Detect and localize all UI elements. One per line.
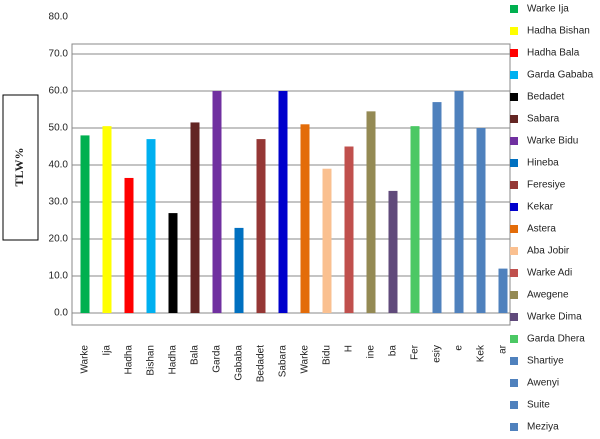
x-tick-label: Sabara bbox=[278, 345, 289, 378]
x-tick-label: Bedadet bbox=[256, 345, 267, 382]
bar bbox=[300, 124, 310, 313]
legend-swatch bbox=[510, 115, 518, 123]
legend-label: Awegene bbox=[527, 290, 569, 301]
x-tick-label: Bishan bbox=[146, 345, 157, 376]
x-tick-label: Bala bbox=[190, 345, 201, 365]
x-tick-label: H bbox=[344, 345, 355, 352]
x-tick-label: Bidu bbox=[322, 345, 333, 365]
bar bbox=[476, 128, 486, 313]
x-tick-label: esiy bbox=[432, 345, 443, 363]
bar bbox=[498, 268, 508, 313]
bar bbox=[388, 190, 398, 313]
legend-swatch bbox=[510, 49, 518, 57]
y-label-box bbox=[2, 94, 39, 241]
y-tick-label: 10.0 bbox=[49, 271, 69, 282]
legend-label: Warke Dima bbox=[527, 312, 582, 323]
bar bbox=[366, 111, 376, 313]
x-tick-label: ar bbox=[498, 344, 509, 354]
legend-swatch bbox=[510, 247, 518, 255]
bar bbox=[278, 91, 288, 313]
y-tick-label: 60.0 bbox=[49, 86, 69, 97]
legend-label: Warke Adi bbox=[527, 268, 572, 279]
legend-label: Warke Bidu bbox=[527, 136, 578, 147]
x-tick-label: Hadha bbox=[124, 345, 135, 375]
y-tick-label: 70.0 bbox=[49, 49, 69, 60]
legend-label: Hadha Bishan bbox=[527, 26, 590, 37]
legend-swatch bbox=[510, 379, 518, 387]
bar bbox=[256, 139, 266, 313]
legend-swatch bbox=[510, 181, 518, 189]
legend-swatch bbox=[510, 159, 518, 167]
legend-label: Meziya bbox=[527, 422, 559, 433]
legend-label: Kekar bbox=[527, 202, 554, 213]
y-axis-label: TLW% bbox=[12, 148, 26, 187]
legend-label: Hadha Bala bbox=[527, 48, 580, 59]
legend-swatch bbox=[510, 269, 518, 277]
bar bbox=[146, 139, 156, 313]
bar bbox=[410, 126, 420, 314]
legend-swatch bbox=[510, 401, 518, 409]
y-tick-label: 80.0 bbox=[49, 12, 69, 23]
x-tick-label: Ija bbox=[102, 345, 113, 356]
legend-swatch bbox=[510, 137, 518, 145]
legend-label: Shartiye bbox=[527, 356, 564, 367]
x-tick-label: Hadha bbox=[168, 345, 179, 375]
legend-swatch bbox=[510, 423, 518, 431]
y-tick-label: 30.0 bbox=[49, 197, 69, 208]
bar bbox=[432, 102, 442, 313]
legend-swatch bbox=[510, 5, 518, 13]
legend-label: Aba Jobir bbox=[527, 246, 570, 257]
legend-label: Garda Dhera bbox=[527, 334, 585, 345]
legend-label: Awenyi bbox=[527, 378, 559, 389]
y-tick-label: 40.0 bbox=[49, 160, 69, 171]
x-tick-label: ine bbox=[366, 345, 377, 359]
y-tick-label: 50.0 bbox=[49, 123, 69, 134]
bar bbox=[212, 91, 222, 313]
legend-label: Suite bbox=[527, 400, 550, 411]
legend-label: Bedadet bbox=[527, 92, 564, 103]
legend-label: Feresiye bbox=[527, 180, 566, 191]
x-tick-label: e bbox=[454, 345, 465, 351]
legend-swatch bbox=[510, 203, 518, 211]
legend-label: Warke Ija bbox=[527, 4, 569, 15]
legend-swatch bbox=[510, 225, 518, 233]
legend-label: Garda Gababa bbox=[527, 70, 594, 81]
y-tick-label: 20.0 bbox=[49, 234, 69, 245]
x-tick-label: Warke bbox=[80, 345, 91, 374]
x-tick-label: Garda bbox=[212, 345, 223, 373]
legend-label: Sabara bbox=[527, 114, 560, 125]
x-tick-label: Kek bbox=[476, 344, 487, 362]
legend-swatch bbox=[510, 335, 518, 343]
x-tick-label: ba bbox=[388, 345, 399, 357]
legend-swatch bbox=[510, 291, 518, 299]
bar bbox=[344, 146, 354, 313]
legend-swatch bbox=[510, 357, 518, 365]
bar bbox=[124, 177, 134, 313]
bar bbox=[80, 135, 90, 313]
legend-label: Astera bbox=[527, 224, 556, 235]
plot-frame bbox=[71, 43, 511, 326]
bar bbox=[454, 91, 464, 313]
bar bbox=[234, 227, 244, 313]
legend-swatch bbox=[510, 313, 518, 321]
x-tick-label: Fer bbox=[410, 344, 421, 360]
bar bbox=[102, 126, 112, 314]
bar bbox=[190, 122, 200, 313]
x-tick-label: Warke bbox=[300, 345, 311, 374]
legend-swatch bbox=[510, 93, 518, 101]
y-tick-label: 0.0 bbox=[54, 308, 68, 319]
legend-label: Hineba bbox=[527, 158, 559, 169]
legend-swatch bbox=[510, 71, 518, 79]
bar bbox=[322, 168, 332, 313]
legend-swatch bbox=[510, 27, 518, 35]
bar bbox=[168, 213, 178, 313]
x-tick-label: Gababa bbox=[234, 345, 245, 381]
